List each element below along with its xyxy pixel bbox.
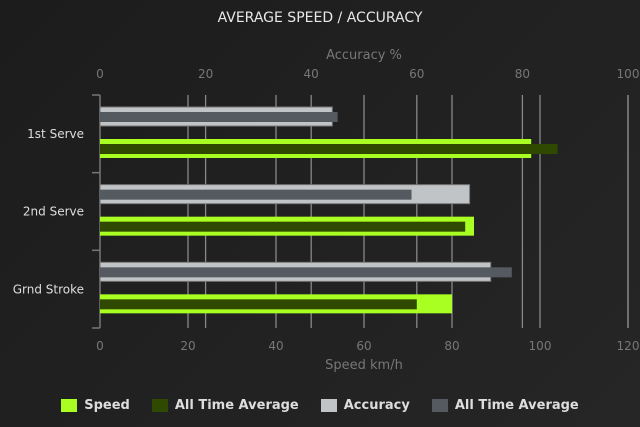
legend-item: All Time Average <box>151 398 299 413</box>
legend-item: Speed <box>61 398 130 413</box>
chart-title: AVERAGE SPEED / ACCURACY <box>218 10 423 26</box>
bottom-tick-label: 120 <box>617 339 640 353</box>
bottom-tick-label: 0 <box>96 339 104 353</box>
legend: Speed All Time Average Accuracy All Time Av… <box>0 398 640 413</box>
bar-accuracy-average <box>100 112 338 122</box>
category-label: Grnd Stroke <box>13 282 84 296</box>
legend-label: All Time Average <box>174 398 299 413</box>
top-tick-label: 20 <box>198 67 213 81</box>
bar-accuracy-average <box>100 267 512 278</box>
bar-speed-average <box>100 221 466 232</box>
legend-swatch <box>151 399 168 412</box>
bottom-axis-label: Speed km/h <box>325 358 403 373</box>
bottom-tick-label: 60 <box>356 339 371 353</box>
bar-accuracy-average <box>100 189 412 200</box>
bar-speed-average <box>100 144 558 154</box>
top-tick-label: 40 <box>304 67 319 81</box>
category-label: 2nd Serve <box>23 205 84 219</box>
top-tick-label: 100 <box>617 67 640 81</box>
top-tick-label: 60 <box>409 67 424 81</box>
legend-swatch <box>320 399 337 412</box>
bottom-tick-label: 40 <box>268 339 283 353</box>
bottom-tick-label: 20 <box>180 339 195 353</box>
bottom-tick-label: 80 <box>444 339 459 353</box>
top-axis-label: Accuracy % <box>326 48 402 63</box>
legend-label: All Time Average <box>454 398 579 413</box>
legend-item: Accuracy <box>320 398 410 413</box>
legend-swatch <box>61 399 78 412</box>
top-tick-label: 0 <box>96 67 104 81</box>
legend-label: Accuracy <box>343 398 410 413</box>
legend-label: Speed <box>84 398 130 413</box>
bar-speed-average <box>100 299 417 310</box>
legend-item: All Time Average <box>431 398 579 413</box>
top-tick-label: 80 <box>515 67 530 81</box>
legend-swatch <box>431 399 448 412</box>
bottom-tick-label: 100 <box>529 339 552 353</box>
category-label: 1st Serve <box>27 127 84 141</box>
